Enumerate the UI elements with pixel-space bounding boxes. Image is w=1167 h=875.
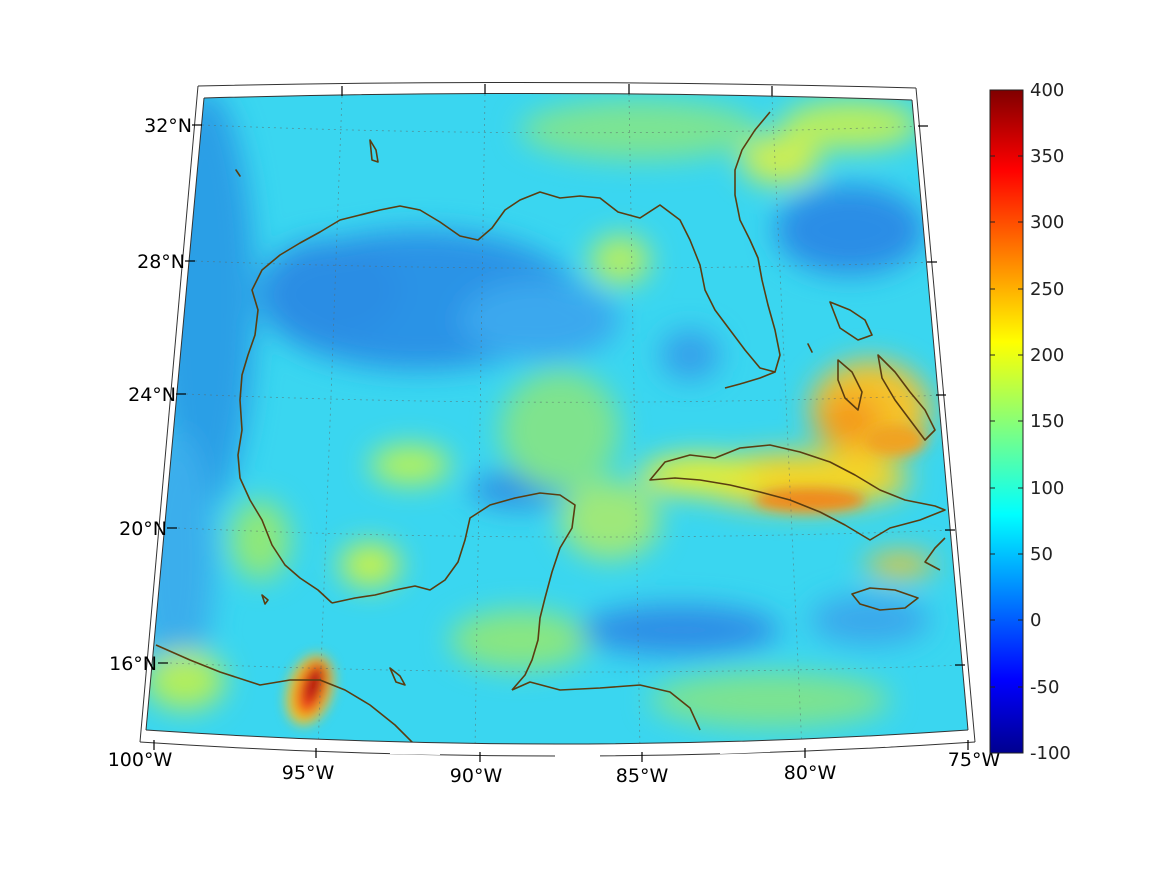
- map-frame: [139, 81, 976, 762]
- lon-label: 85°W: [616, 765, 669, 787]
- colorbar-tick: 400: [1030, 80, 1064, 101]
- colorbar-tick: 250: [1030, 279, 1064, 300]
- lon-label: 75°W: [948, 749, 1001, 771]
- coastlines: [155, 111, 946, 745]
- lat-label: 28°N: [137, 251, 185, 273]
- lon-labels: 100°W 95°W 90°W 85°W 80°W 75°W: [108, 749, 1001, 787]
- lon-label: 100°W: [108, 749, 173, 771]
- lon-label: 80°W: [784, 762, 837, 784]
- colorbar: 400 350 300 250 200 150 100 50 0 -50 -10…: [989, 80, 1071, 764]
- lon-label: 90°W: [450, 765, 503, 787]
- colorbar-tick: 300: [1030, 212, 1064, 233]
- lat-labels: 16°N 20°N 24°N 28°N 32°N: [109, 115, 192, 675]
- colorbar-gradient: [989, 89, 1024, 754]
- graticule: [169, 93, 966, 745]
- colorbar-tick: 200: [1030, 345, 1064, 366]
- colorbar-tick: -100: [1030, 743, 1071, 764]
- lat-label: 32°N: [144, 115, 192, 137]
- colorbar-tick: -50: [1030, 677, 1059, 698]
- lat-label: 16°N: [109, 653, 157, 675]
- colorbar-tick: 100: [1030, 478, 1064, 499]
- lat-label: 24°N: [128, 384, 176, 406]
- lat-label: 20°N: [119, 518, 167, 540]
- lon-label: 95°W: [282, 762, 335, 784]
- colorbar-tick: 350: [1030, 146, 1064, 167]
- colorbar-tick: 0: [1030, 610, 1041, 631]
- colorbar-tick: 50: [1030, 544, 1053, 565]
- colorbar-tick: 150: [1030, 411, 1064, 432]
- data-field: [146, 93, 968, 745]
